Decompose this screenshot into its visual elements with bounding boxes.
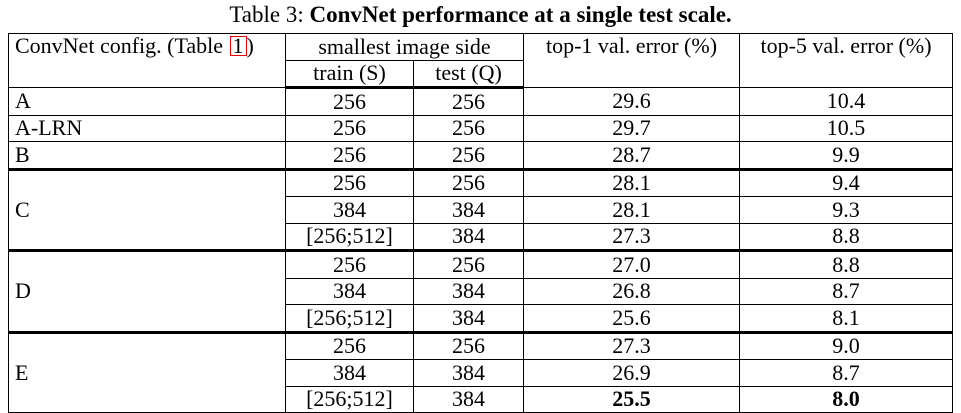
- top5-cell: 10.4: [739, 87, 954, 116]
- table-row: B 256 256 28.7 9.9: [8, 141, 954, 170]
- top1-cell: 28.1: [523, 167, 741, 197]
- top5-cell: 8.7: [739, 359, 954, 387]
- table-row: [256;512] 384 25.5 8.0: [9, 385, 954, 413]
- table-row: D 256 256 27.0 8.8: [8, 249, 954, 333]
- train-cell: 384: [285, 277, 414, 305]
- config-cell: A-LRN: [8, 114, 286, 142]
- table-row: A 256 256 29.6 10.4: [8, 87, 954, 116]
- test-cell: 256: [412, 114, 525, 142]
- train-cell: 384: [285, 196, 414, 224]
- top1-cell: 27.0: [523, 249, 741, 279]
- top1-cell-best: 25.5: [523, 385, 741, 413]
- top5-cell: 8.1: [739, 304, 954, 333]
- table-row: [256;512] 384 25.6 8.1: [9, 304, 954, 333]
- table-row: E 256 256 27.3 9.0: [8, 330, 954, 413]
- train-cell: 256: [285, 114, 414, 142]
- top5-cell: 9.9: [739, 141, 954, 170]
- header-top5: top-5 val. error (%): [739, 33, 954, 88]
- test-cell: 384: [412, 277, 525, 305]
- table-caption: Table 3: ConvNet performance at a single…: [0, 2, 961, 28]
- test-cell: 256: [412, 167, 525, 197]
- table-row: A-LRN 256 256 29.7 10.5: [8, 114, 954, 142]
- top5-cell: 8.7: [739, 277, 954, 305]
- table-row: C 256 256 28.1 9.4: [8, 167, 954, 251]
- top1-cell: 27.3: [523, 222, 741, 251]
- top1-cell: 29.6: [523, 87, 741, 116]
- train-cell: 256: [285, 167, 414, 197]
- top1-cell: 26.9: [523, 359, 741, 387]
- test-cell: 256: [412, 87, 525, 116]
- test-cell: 384: [412, 385, 525, 413]
- top1-cell: 29.7: [523, 114, 741, 142]
- table-row: 384 384 28.1 9.3: [9, 196, 954, 224]
- header-image-side: smallest image side: [284, 33, 525, 61]
- top1-cell: 27.3: [523, 330, 741, 360]
- header-config: ConvNet config. (Table 1): [8, 33, 286, 88]
- results-table: ConvNet config. (Table 1) smallest image…: [8, 33, 954, 413]
- subheader-row: train (S) test (Q): [9, 59, 953, 89]
- table-row: [256;512] 384 27.3 8.8: [9, 222, 954, 251]
- train-cell: [256;512]: [285, 385, 414, 413]
- train-cell: [256;512]: [285, 222, 414, 251]
- top5-cell: 9.4: [739, 167, 954, 197]
- top5-cell: 9.0: [739, 330, 954, 360]
- table-row: 384 384 26.8 8.7: [9, 277, 954, 305]
- train-cell: [256;512]: [285, 304, 414, 333]
- config-cell: A: [8, 87, 286, 116]
- config-cell: D: [8, 249, 286, 333]
- header-top1: top-1 val. error (%): [523, 33, 741, 88]
- test-cell: 384: [412, 196, 525, 224]
- test-cell: 256: [412, 141, 525, 170]
- train-cell: 256: [285, 141, 414, 170]
- header-train: train (S): [285, 59, 414, 89]
- config-cell: E: [8, 330, 286, 413]
- header-config-label: ConvNet config. (Table: [15, 33, 229, 58]
- caption-title: ConvNet performance at a single test sca…: [309, 2, 732, 27]
- train-cell: 256: [285, 330, 414, 360]
- config-cell: B: [8, 141, 286, 170]
- top1-cell: 25.6: [523, 304, 741, 333]
- top5-cell: 8.8: [739, 222, 954, 251]
- top5-cell: 8.8: [739, 249, 954, 279]
- train-cell: 256: [285, 87, 414, 116]
- header-row: ConvNet config. (Table 1) smallest image…: [8, 33, 954, 88]
- table-reference-link[interactable]: 1: [229, 35, 247, 57]
- top5-cell-best: 8.0: [739, 385, 954, 413]
- table-row: 384 384 26.9 8.7: [9, 359, 954, 387]
- header-test: test (Q): [412, 59, 525, 89]
- test-cell: 384: [412, 222, 525, 251]
- config-cell: C: [8, 167, 286, 251]
- test-cell: 384: [412, 304, 525, 333]
- top1-cell: 26.8: [523, 277, 741, 305]
- top5-cell: 9.3: [739, 196, 954, 224]
- top1-cell: 28.1: [523, 196, 741, 224]
- caption-prefix: Table 3:: [229, 2, 310, 27]
- top5-cell: 10.5: [739, 114, 954, 142]
- test-cell: 256: [412, 330, 525, 360]
- train-cell: 256: [285, 249, 414, 279]
- top1-cell: 28.7: [523, 141, 741, 170]
- test-cell: 384: [412, 359, 525, 387]
- header-config-close: ): [246, 33, 254, 58]
- train-cell: 384: [285, 359, 414, 387]
- test-cell: 256: [412, 249, 525, 279]
